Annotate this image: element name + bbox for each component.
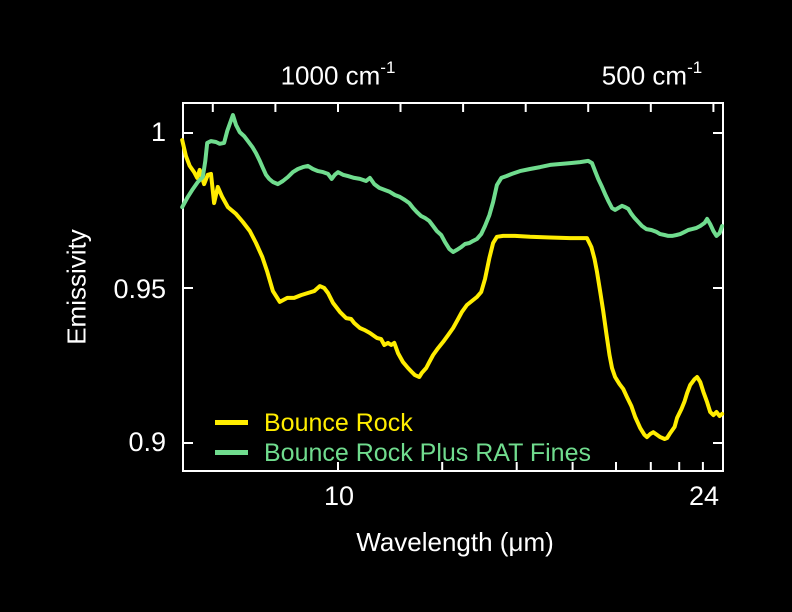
legend-line-rat-fines bbox=[215, 450, 248, 455]
series-line-0 bbox=[180, 138, 725, 441]
top-axis-label-1000cm-text: 1000 cm bbox=[280, 60, 381, 91]
top-axis-label-500cm-text: 500 cm bbox=[601, 60, 688, 91]
y-tick-label-0-95: 0.95 bbox=[113, 274, 166, 304]
legend-line-bounce-rock bbox=[215, 420, 248, 425]
y-axis-title: Emissivity bbox=[61, 229, 92, 345]
top-axis-label-1000cm-exponent: -1 bbox=[380, 58, 396, 77]
x-tick-label-10: 10 bbox=[323, 481, 355, 511]
y-tick-label-1: 1 bbox=[150, 117, 166, 147]
top-axis-label-500cm: 500 cm-1 bbox=[601, 58, 703, 92]
top-axis-label-1000cm: 1000 cm-1 bbox=[280, 58, 396, 92]
y-tick-label-0-9: 0.9 bbox=[128, 427, 166, 457]
x-axis-title: Wavelength (μm) bbox=[356, 527, 554, 557]
legend-label-rat-fines: Bounce Rock Plus RAT Fines bbox=[264, 439, 591, 467]
top-axis-label-500cm-exponent: -1 bbox=[687, 58, 703, 77]
plot-border bbox=[182, 102, 724, 472]
x-tick-label-24: 24 bbox=[688, 481, 720, 511]
legend-label-bounce-rock: Bounce Rock bbox=[264, 409, 413, 437]
series-line-1 bbox=[180, 113, 725, 254]
